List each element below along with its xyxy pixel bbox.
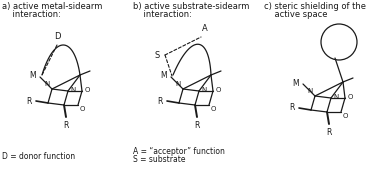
Text: b) active substrate-sidearm: b) active substrate-sidearm <box>133 2 249 11</box>
Text: R: R <box>326 128 332 137</box>
Text: O: O <box>216 87 221 93</box>
Text: D: D <box>54 32 60 41</box>
Text: S = substrate: S = substrate <box>133 155 185 164</box>
Text: R: R <box>64 121 69 130</box>
Text: R: R <box>27 96 32 105</box>
Text: a) active metal-sidearm: a) active metal-sidearm <box>2 2 102 11</box>
Text: O: O <box>211 106 216 112</box>
Text: N: N <box>308 88 313 94</box>
Text: M: M <box>292 78 299 88</box>
Text: O: O <box>80 106 85 112</box>
Text: R: R <box>290 103 295 113</box>
Text: c) steric shielding of the: c) steric shielding of the <box>264 2 366 11</box>
Text: A = “acceptor” function: A = “acceptor” function <box>133 147 225 156</box>
Text: active space: active space <box>264 10 327 19</box>
Text: N: N <box>333 94 338 100</box>
Text: S: S <box>155 51 160 59</box>
Text: interaction:: interaction: <box>133 10 192 19</box>
Text: interaction:: interaction: <box>2 10 61 19</box>
Text: O: O <box>348 94 353 100</box>
Text: R: R <box>158 96 163 105</box>
Text: A: A <box>202 24 208 33</box>
Text: M: M <box>160 71 167 80</box>
Text: M: M <box>29 71 36 80</box>
Text: N: N <box>70 87 75 93</box>
Text: O: O <box>343 113 348 119</box>
Text: D = donor function: D = donor function <box>2 152 75 161</box>
Text: N: N <box>176 81 181 87</box>
Text: N: N <box>201 87 206 93</box>
Text: R: R <box>194 121 200 130</box>
Text: N: N <box>45 81 50 87</box>
Text: O: O <box>85 87 91 93</box>
